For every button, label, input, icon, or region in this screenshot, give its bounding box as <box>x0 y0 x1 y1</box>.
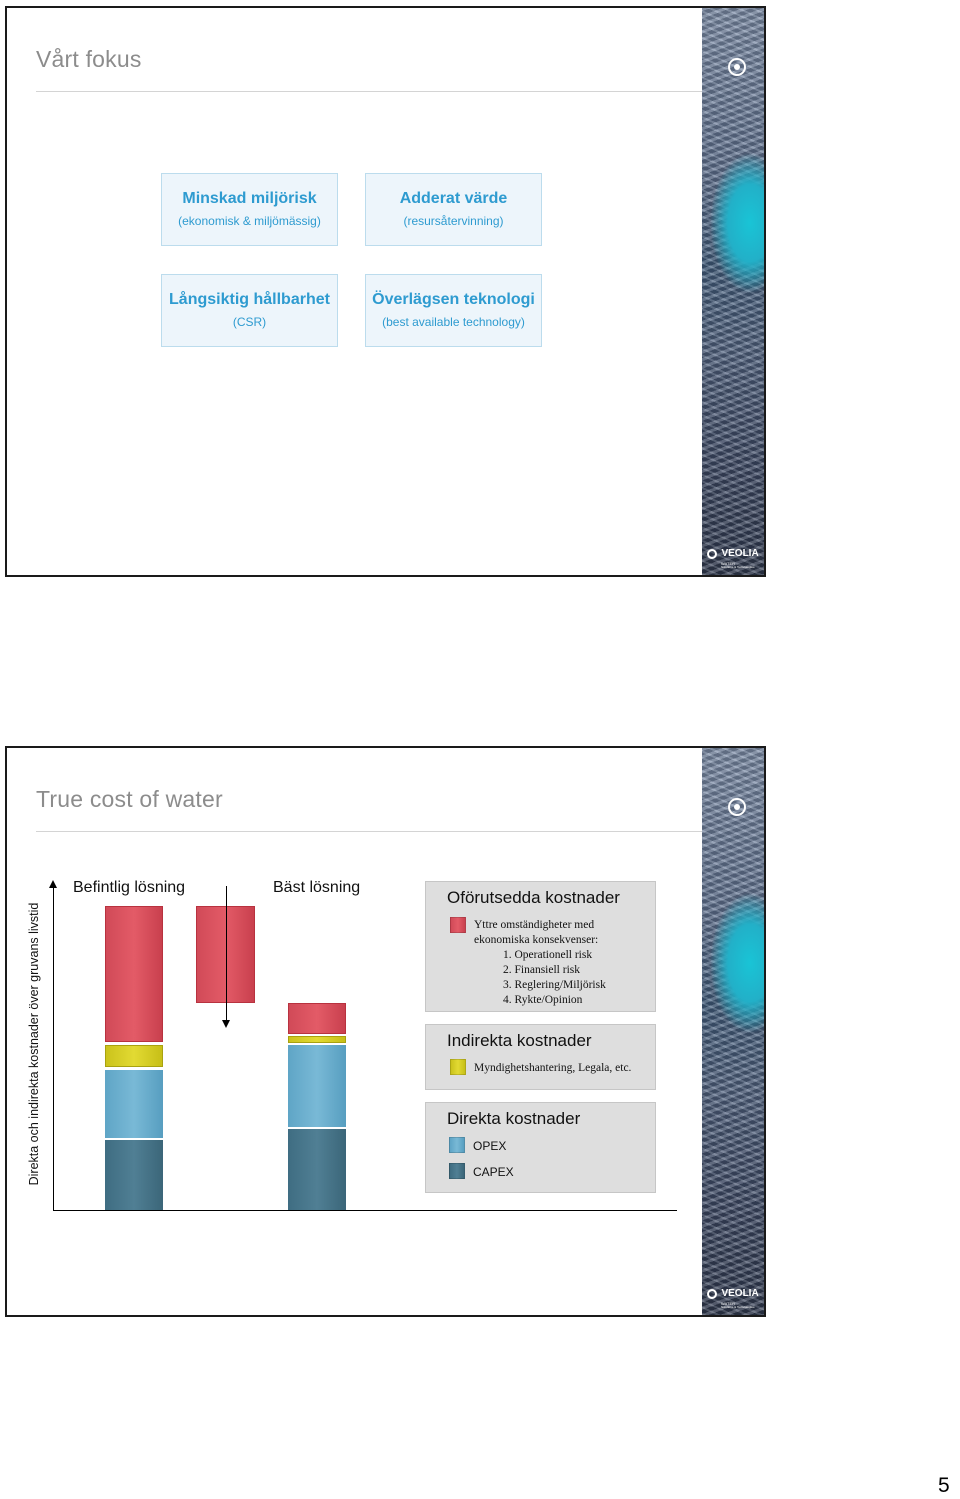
brand-name: VEOLIA <box>721 547 759 559</box>
legend-swatch-capex <box>449 1163 465 1179</box>
focus-box-title: Minskad miljörisk <box>182 190 317 207</box>
slide-true-cost-of-water: True cost of water Direkta och indirekta… <box>5 746 766 1317</box>
slide-title: Vårt fokus <box>36 46 142 72</box>
slide-vart-fokus: Vårt fokus Minskad miljörisk (ekonomisk … <box>5 6 766 577</box>
brand-sub: WATER <box>721 1301 735 1306</box>
focus-box-subtitle: (CSR) <box>232 315 267 329</box>
focus-box-adderat-varde: Adderat värde (resursåtervinning) <box>365 173 542 246</box>
legend-desc-line2: ekonomiska konsekvenser: <box>474 934 599 946</box>
legend-swatch-opex <box>449 1137 465 1153</box>
focus-box-hallbarhet: Långsiktig hållbarhet (CSR) <box>161 274 338 347</box>
legend-title: Direkta kostnader <box>447 1109 581 1128</box>
legend-swatch-unforeseen <box>450 917 466 933</box>
bar-befintlig-indirekta <box>105 1045 163 1067</box>
bar-savings-difference <box>196 906 255 1003</box>
veolia-logo: VEOLIA WATER Solutions & Technologies <box>707 1286 759 1309</box>
brand-tagline: Solutions & Technologies <box>721 565 755 569</box>
veolia-logo-icon <box>728 58 746 76</box>
legend-indirect-desc: Myndighetshantering, Legala, etc. <box>474 1062 632 1074</box>
brand-tagline: Solutions & Technologies <box>721 1305 755 1309</box>
y-axis-label: Direkta och indirekta kostnader över gru… <box>27 902 41 1186</box>
focus-box-subtitle: (ekonomisk & miljömässig) <box>178 214 321 228</box>
legend-swatch-indirect <box>450 1059 466 1075</box>
bar-bast-capex <box>288 1129 346 1210</box>
x-axis <box>53 1210 677 1211</box>
y-axis <box>53 886 54 1210</box>
bar-befintlig-opex <box>105 1070 163 1138</box>
legend-desc-line1: Yttre omständigheter med <box>474 919 595 931</box>
veolia-logo-icon <box>707 548 717 559</box>
page-number: 5 <box>938 1474 950 1497</box>
legend-risk-item: 2. Finansiell risk <box>503 964 580 976</box>
focus-box-title: Överlägsen teknologi <box>372 291 535 308</box>
legend-risk-item: 4. Rykte/Opinion <box>503 994 583 1006</box>
reduction-arrow-line <box>226 886 227 1026</box>
mine-photo-strip: VEOLIA WATER Solutions & Technologies <box>702 8 764 575</box>
brand-sub: WATER <box>721 561 735 566</box>
veolia-logo-icon <box>728 798 746 816</box>
legend-title: Oförutsedda kostnader <box>447 888 620 907</box>
focus-box-subtitle: (resursåtervinning) <box>403 214 504 228</box>
bar-befintlig-oforutsedda <box>105 906 163 1042</box>
bar-befintlig-capex <box>105 1140 163 1210</box>
slide-title: True cost of water <box>36 786 223 812</box>
focus-box-miljorisk: Minskad miljörisk (ekonomisk & miljömäss… <box>161 173 338 246</box>
legend-title: Indirekta kostnader <box>447 1031 592 1050</box>
legend-indirekta: Indirekta kostnader Myndighetshantering,… <box>425 1024 656 1090</box>
focus-box-subtitle: (best available technology) <box>382 315 525 329</box>
focus-box-title: Adderat värde <box>399 190 508 207</box>
legend-capex-label: CAPEX <box>473 1165 514 1179</box>
legend-risk-item: 1. Operationell risk <box>503 949 593 961</box>
column-label-befintlig: Befintlig lösning <box>73 879 186 896</box>
veolia-logo-icon <box>707 1288 717 1299</box>
legend-opex-label: OPEX <box>473 1139 507 1153</box>
mine-photo-strip: VEOLIA WATER Solutions & Technologies <box>702 748 764 1315</box>
bar-bast-indirekta <box>288 1036 346 1043</box>
title-divider <box>36 831 704 832</box>
down-arrow-icon <box>222 1020 230 1028</box>
veolia-logo: VEOLIA WATER Solutions & Technologies <box>707 546 759 569</box>
legend-direkta: Direkta kostnader OPEX CAPEX <box>425 1102 656 1193</box>
bar-bast-oforutsedda <box>288 1003 346 1034</box>
legend-risk-item: 3. Reglering/Miljörisk <box>503 979 606 991</box>
bar-bast-opex <box>288 1045 346 1127</box>
legend-oforutsedda: Oförutsedda kostnader Yttre omständighet… <box>425 881 656 1012</box>
focus-box-teknologi: Överlägsen teknologi (best available tec… <box>365 274 542 347</box>
column-label-bast: Bäst lösning <box>273 879 361 896</box>
up-arrow-icon <box>49 880 57 888</box>
focus-box-title: Långsiktig hållbarhet <box>169 291 330 308</box>
title-divider <box>36 91 704 92</box>
brand-name: VEOLIA <box>721 1287 759 1299</box>
